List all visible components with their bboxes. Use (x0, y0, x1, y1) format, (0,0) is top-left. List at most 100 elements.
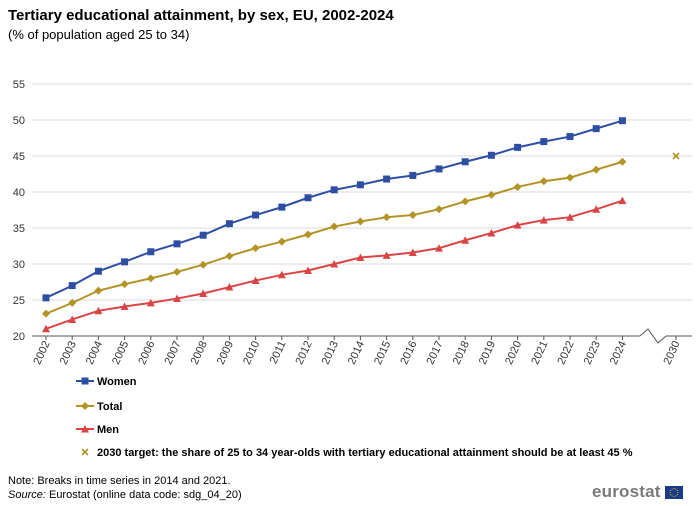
x-tick-label: 2030 (661, 339, 682, 366)
data-point-men (68, 315, 77, 323)
flag-star (676, 489, 678, 491)
series-line-total (45, 160, 623, 315)
data-point-total (42, 309, 50, 318)
source-line: Source: Eurostat (online data code: sdg_… (8, 489, 242, 501)
x-tick-label: 2018 (451, 339, 472, 366)
y-tick-label: 40 (13, 187, 25, 199)
flag-star (669, 489, 671, 491)
legend-marker-total (81, 402, 89, 410)
legend-label-women: Women (97, 376, 137, 388)
legend-label-men: Men (97, 424, 119, 436)
x-tick-label: 2015 (372, 339, 393, 366)
data-point-total (487, 190, 496, 199)
flag-star (677, 491, 679, 493)
x-tick-label: 2003 (58, 339, 79, 366)
y-tick-label: 45 (13, 151, 25, 163)
y-tick-label: 30 (13, 259, 25, 271)
data-point-men (356, 253, 365, 262)
data-point-men (487, 229, 496, 237)
gridlines (32, 83, 692, 301)
data-point-total (461, 197, 470, 206)
legend-label-target: 2030 target: the share of 25 to 34 year-… (97, 447, 633, 459)
data-point-men (566, 213, 574, 221)
target-marker-stroke (672, 152, 680, 160)
data-point-women (356, 181, 364, 189)
data-point-total (120, 280, 129, 289)
data-point-men (408, 248, 417, 256)
data-point-women (252, 211, 260, 219)
source-text: Eurostat (online data code: sdg_04_20) (45, 489, 242, 501)
data-point-men (435, 244, 443, 252)
target-point (672, 152, 680, 160)
data-point-women (540, 138, 548, 146)
data-point-total (356, 217, 365, 226)
data-point-women (487, 151, 495, 159)
legend-marker-target (81, 448, 89, 456)
data-point-total (330, 222, 339, 231)
x-tick-label: 2010 (241, 339, 262, 366)
data-point-men (539, 216, 548, 224)
data-point-women (173, 240, 181, 248)
logo-text: eurostat (592, 482, 661, 501)
target-marker-stroke (81, 448, 89, 456)
data-point-women (409, 171, 417, 179)
chart-subtitle: (% of population aged 25 to 34) (8, 27, 190, 42)
axis-break (639, 328, 667, 344)
x-tick-label: 2012 (293, 339, 314, 366)
data-point-women (225, 220, 233, 228)
x-tick-label: 2005 (110, 339, 131, 366)
data-point-men (513, 221, 522, 229)
data-point-men (225, 283, 234, 291)
x-tick-label: 2002 (31, 339, 52, 366)
x-tick-label: 2019 (477, 339, 498, 366)
eurostat-logo: eurostat (592, 482, 683, 502)
flag-star (671, 488, 673, 490)
flag-star (671, 494, 673, 496)
data-point-men (461, 236, 470, 244)
data-point-total (199, 260, 208, 269)
data-point-total (592, 165, 601, 174)
data-point-men (251, 276, 260, 285)
data-point-women (435, 165, 443, 173)
data-point-women (618, 117, 626, 125)
y-tick-label: 55 (13, 79, 25, 91)
x-tick-label: 2024 (608, 339, 629, 366)
y-tick-label: 25 (13, 295, 25, 307)
data-point-total (304, 230, 312, 239)
x-tick-label: 2004 (84, 339, 105, 366)
data-point-men (618, 196, 627, 205)
eu-flag-icon (664, 485, 683, 499)
data-point-women (566, 133, 574, 141)
data-point-men (304, 266, 312, 274)
flag-star (669, 493, 671, 495)
x-tick-label: 2017 (424, 339, 445, 366)
flag-star (673, 487, 675, 489)
x-tick-label: 2011 (268, 339, 289, 366)
x-tick-label: 2021 (529, 339, 550, 366)
data-point-total (173, 267, 181, 276)
series-line-women (45, 119, 623, 299)
x-tick-label: 2023 (582, 339, 603, 366)
x-tick-label: 2022 (555, 339, 576, 366)
data-point-men (382, 251, 391, 259)
series-lines (42, 117, 680, 333)
x-tick-label: 2008 (189, 339, 210, 366)
y-tick-label: 20 (13, 331, 25, 343)
x-tick-label: 2020 (503, 339, 524, 366)
data-point-total (146, 274, 155, 283)
data-point-women (330, 186, 338, 194)
data-point-total (618, 157, 627, 166)
line-chart: 20 25 30 35 40 45 50 55 2002 2003 2004 2005 2006 2007… (13, 79, 692, 459)
y-tick-label: 50 (13, 115, 25, 127)
x-tick-label: 2007 (162, 339, 183, 366)
source-label: Source: (8, 489, 46, 501)
data-point-total (68, 298, 77, 307)
data-point-total (408, 211, 417, 220)
data-point-total (513, 182, 522, 191)
data-point-men (592, 205, 601, 213)
data-point-women (199, 231, 207, 239)
data-point-women (461, 158, 469, 166)
data-point-men (94, 306, 103, 315)
data-point-women (121, 258, 129, 266)
data-point-women (94, 267, 102, 275)
